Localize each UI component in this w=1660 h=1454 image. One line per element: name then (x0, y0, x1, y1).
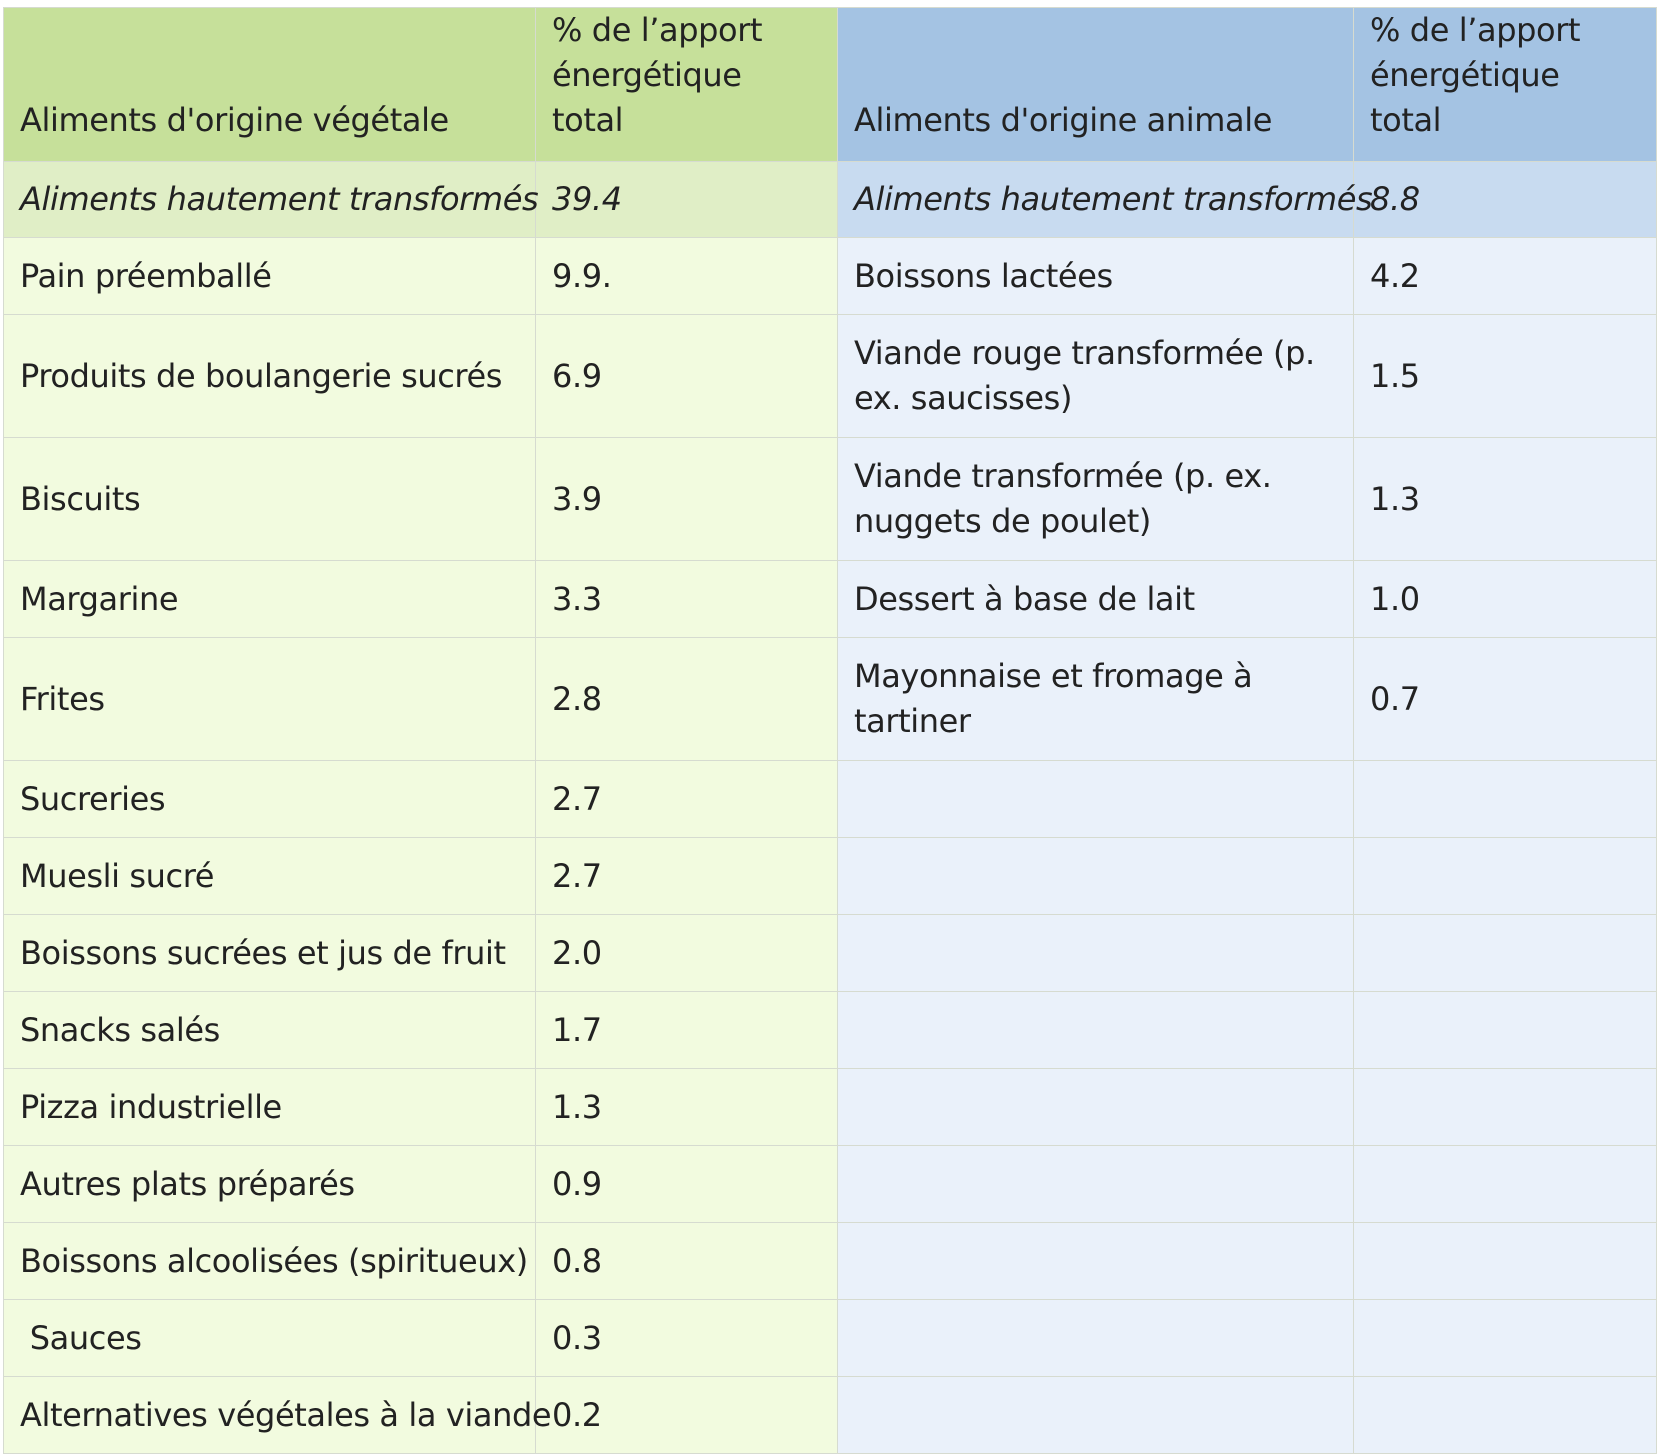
ani-food-label (837, 1068, 1354, 1146)
energy-intake-table: Aliments d'origine végétale % de l’appor… (3, 7, 1657, 1454)
veg-subtotal-value: 39.4 (535, 161, 838, 238)
veg-food-value: 1.7 (535, 991, 838, 1069)
subtotal-row: Aliments hautement transformés 39.4 Alim… (3, 161, 1657, 238)
ani-food-value (1353, 914, 1657, 992)
veg-food-label: Boissons alcoolisées (spiritueux) (3, 1222, 536, 1300)
ani-food-value: 0.7 (1353, 637, 1657, 761)
veg-food-label: Margarine (3, 560, 536, 638)
ani-food-label: Viande rouge transformée (p. ex. sauciss… (837, 314, 1354, 438)
ani-food-value (1353, 1222, 1657, 1300)
veg-food-value: 9.9. (535, 237, 838, 315)
veg-food-value: 0.9 (535, 1145, 838, 1223)
table-row: Biscuits 3.9 Viande transformée (p. ex. … (3, 437, 1657, 561)
veg-food-label: Sauces (3, 1299, 536, 1377)
table-row: Muesli sucré 2.7 (3, 837, 1657, 915)
ani-food-label (837, 991, 1354, 1069)
ani-food-label (837, 1222, 1354, 1300)
veg-food-value: 0.8 (535, 1222, 838, 1300)
table-row: Sauces 0.3 (3, 1299, 1657, 1377)
ani-food-value (1353, 1299, 1657, 1377)
ani-food-label (837, 760, 1354, 838)
table-row: Sucreries 2.7 (3, 760, 1657, 838)
veg-food-value: 0.2 (535, 1376, 838, 1454)
veg-food-value: 0.3 (535, 1299, 838, 1377)
ani-food-label (837, 1145, 1354, 1223)
ani-food-label (837, 914, 1354, 992)
table-row: Margarine 3.3 Dessert à base de lait 1.0 (3, 560, 1657, 638)
veg-food-value: 3.9 (535, 437, 838, 561)
ani-title-header: Aliments d'origine animale (837, 7, 1354, 162)
ani-pct-header: % de l’apport énergétique total (1353, 7, 1657, 162)
table-row: Boissons alcoolisées (spiritueux) 0.8 (3, 1222, 1657, 1300)
ani-food-label (837, 837, 1354, 915)
ani-food-value: 4.2 (1353, 237, 1657, 315)
veg-food-value: 2.8 (535, 637, 838, 761)
ani-food-value (1353, 1376, 1657, 1454)
ani-food-label: Boissons lactées (837, 237, 1354, 315)
veg-food-label: Produits de boulangerie sucrés (3, 314, 536, 438)
veg-food-label: Autres plats préparés (3, 1145, 536, 1223)
veg-food-value: 2.7 (535, 760, 838, 838)
veg-subtotal-label: Aliments hautement transformés (3, 161, 539, 238)
ani-food-value (1353, 837, 1657, 915)
ani-subtotal-label: Aliments hautement transformés (837, 161, 1373, 238)
veg-food-label: Biscuits (3, 437, 536, 561)
veg-food-label: Muesli sucré (3, 837, 536, 915)
table-row: Alternatives végétales à la viande 0.2 (3, 1376, 1657, 1454)
veg-food-label: Pizza industrielle (3, 1068, 536, 1146)
veg-food-label: Boissons sucrées et jus de fruit (3, 914, 536, 992)
ani-food-label: Viande transformée (p. ex. nuggets de po… (837, 437, 1354, 561)
veg-food-value: 2.0 (535, 914, 838, 992)
ani-food-value (1353, 760, 1657, 838)
table-row: Autres plats préparés 0.9 (3, 1145, 1657, 1223)
veg-food-value: 6.9 (535, 314, 838, 438)
table-row: Boissons sucrées et jus de fruit 2.0 (3, 914, 1657, 992)
veg-food-value: 2.7 (535, 837, 838, 915)
ani-food-value (1353, 991, 1657, 1069)
ani-food-value: 1.0 (1353, 560, 1657, 638)
table-row: Frites 2.8 Mayonnaise et fromage à tarti… (3, 637, 1657, 761)
table-row: Snacks salés 1.7 (3, 991, 1657, 1069)
veg-title-header: Aliments d'origine végétale (3, 7, 536, 162)
veg-food-label: Sucreries (3, 760, 536, 838)
ani-food-label: Mayonnaise et fromage à tartiner (837, 637, 1354, 761)
ani-food-label (837, 1299, 1354, 1377)
table-row: Produits de boulangerie sucrés 6.9 Viand… (3, 314, 1657, 438)
veg-food-label: Pain préemballé (3, 237, 536, 315)
veg-food-value: 3.3 (535, 560, 838, 638)
veg-food-label: Snacks salés (3, 991, 536, 1069)
table-row: Pizza industrielle 1.3 (3, 1068, 1657, 1146)
ani-food-value: 1.5 (1353, 314, 1657, 438)
ani-food-value (1353, 1068, 1657, 1146)
header-row: Aliments d'origine végétale % de l’appor… (3, 7, 1657, 162)
veg-food-label: Frites (3, 637, 536, 761)
veg-food-label: Alternatives végétales à la viande (3, 1376, 552, 1454)
table-row: Pain préemballé 9.9. Boissons lactées 4.… (3, 237, 1657, 315)
veg-pct-header: % de l’apport énergétique total (535, 7, 838, 162)
ani-food-value: 1.3 (1353, 437, 1657, 561)
ani-food-label: Dessert à base de lait (837, 560, 1354, 638)
ani-food-value (1353, 1145, 1657, 1223)
veg-food-value: 1.3 (535, 1068, 838, 1146)
ani-food-label (837, 1376, 1354, 1454)
table-container: Aliments d'origine végétale % de l’appor… (3, 7, 1657, 1454)
ani-subtotal-value: 8.8 (1353, 161, 1657, 238)
